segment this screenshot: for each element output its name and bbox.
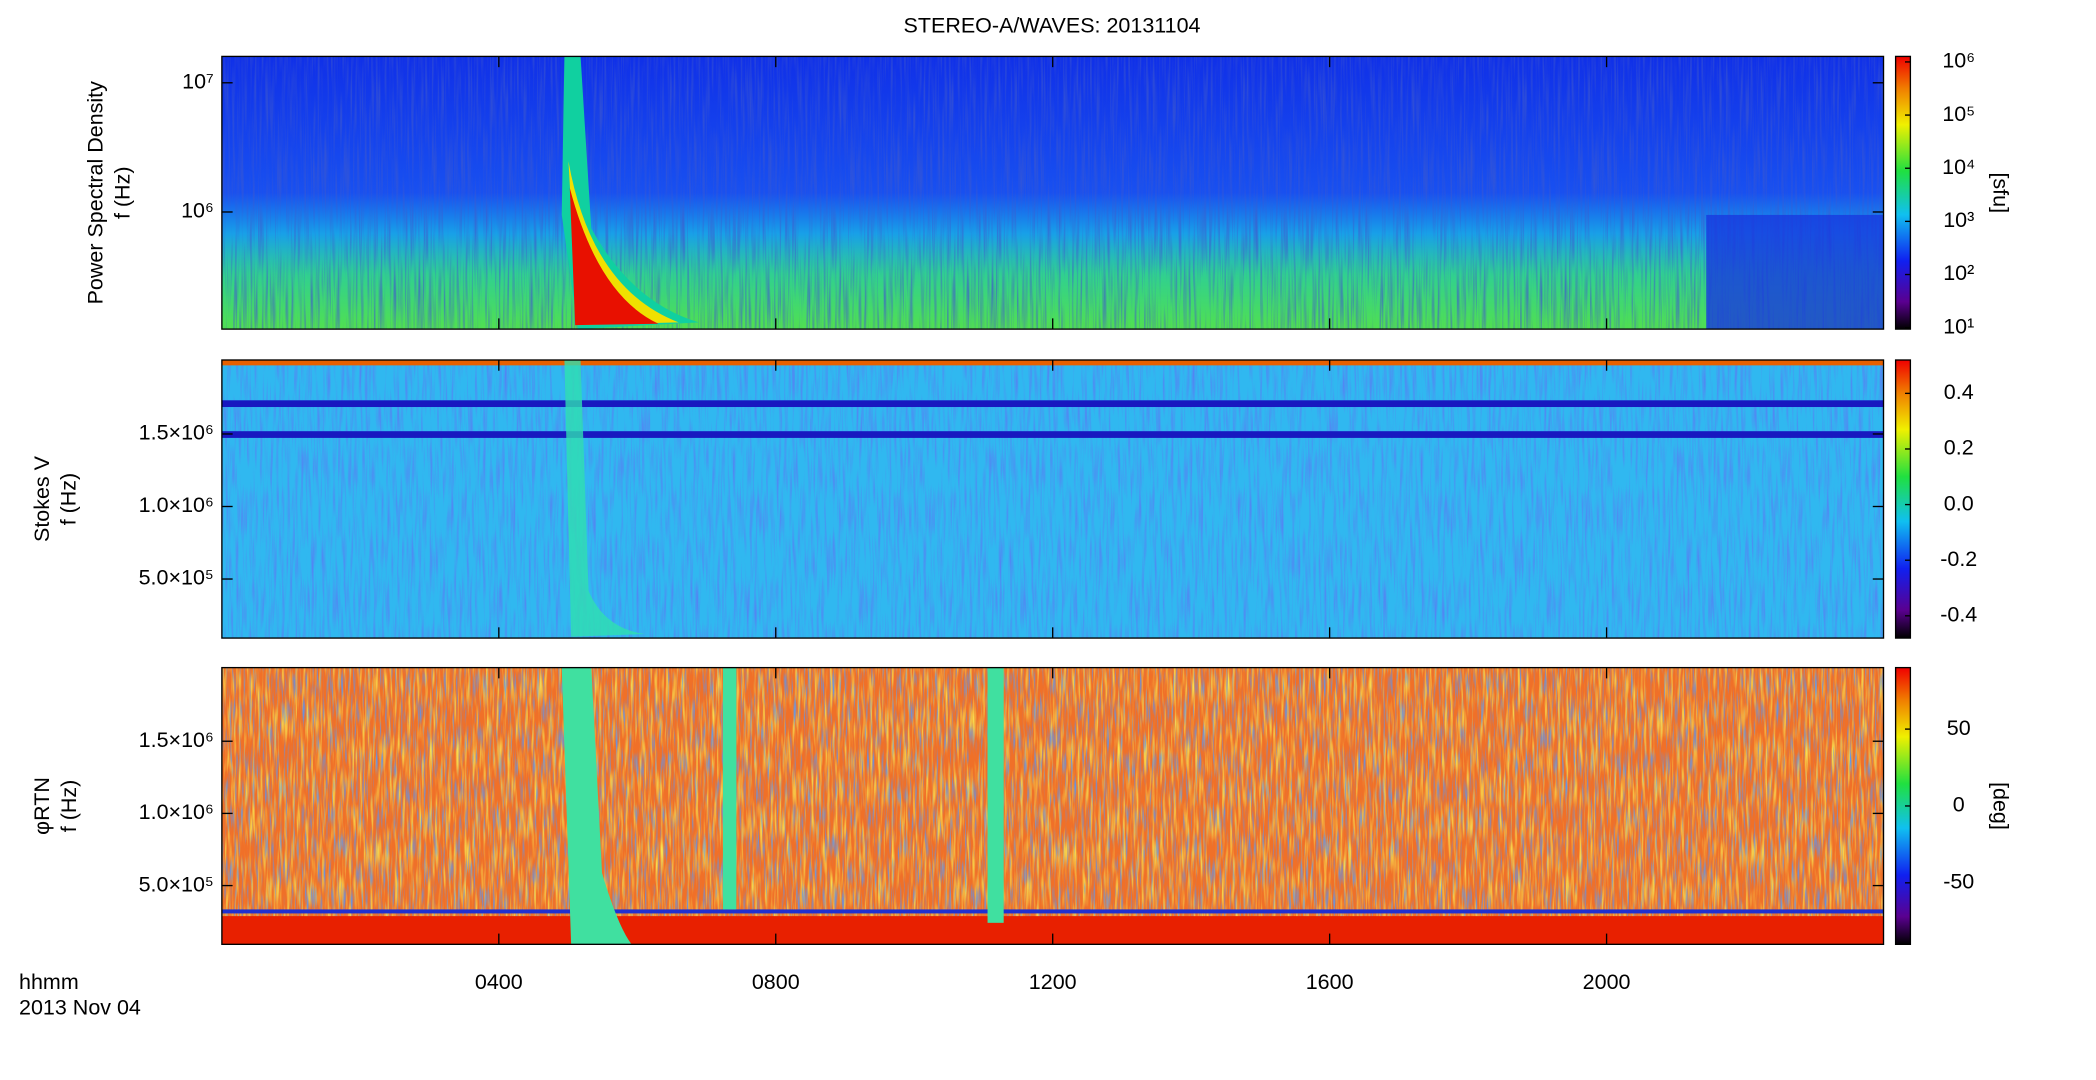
y-axis-label: φRTN (30, 777, 54, 835)
y-axis-label: Stokes V (30, 455, 54, 542)
colorbar-label: [deg] (1988, 782, 2012, 830)
y-tick-label: 1.5×10⁶ (139, 728, 214, 752)
y-tick-label: 5.0×10⁵ (139, 872, 214, 896)
y-tick-label: 10⁶ (181, 199, 214, 223)
colorbar-tick-label: 10⁴ (1942, 155, 1975, 179)
heatmap-2-image (221, 360, 1884, 639)
x-tick-label: 2000 (1583, 970, 1631, 994)
y-axis-label: f (Hz) (57, 780, 81, 833)
x-tick-label: 0800 (752, 970, 800, 994)
x-tick-label: 0400 (475, 970, 523, 994)
colorbar-tick-label: 0.4 (1944, 380, 1974, 404)
colorbar-label: [sfu] (1988, 172, 2012, 213)
chart-title: STEREO-A/WAVES: 20131104 (904, 14, 1201, 38)
colorbar (1894, 55, 1912, 330)
colorbar (1894, 359, 1912, 639)
colorbar-tick-label: 0.0 (1944, 491, 1974, 515)
heatmap-1-image (221, 56, 1884, 330)
colorbar-tick-label: -0.2 (1940, 547, 1977, 571)
y-axis-label: f (Hz) (57, 473, 81, 526)
x-tick-label: 1600 (1306, 970, 1354, 994)
colorbar-tick-label: -50 (1943, 870, 1974, 894)
y-tick-label: 1.0×10⁶ (139, 493, 214, 517)
x-axis-label: hhmm (19, 970, 79, 994)
y-axis-label: f (Hz) (110, 167, 134, 220)
colorbar-tick-label: 10⁵ (1942, 102, 1975, 126)
y-tick-label: 1.0×10⁶ (139, 800, 214, 824)
colorbar-tick-label: 10² (1943, 261, 1974, 285)
colorbar-tick-label: 10¹ (1943, 314, 1974, 338)
y-axis-label: Power Spectral Density (84, 81, 108, 305)
y-tick-label: 5.0×10⁵ (139, 566, 214, 590)
colorbar-tick-label: 10³ (1943, 208, 1974, 232)
heatmap-3-image (221, 667, 1884, 945)
colorbar-tick-label: 0.2 (1944, 436, 1974, 460)
colorbar-tick-label: 0 (1953, 793, 1965, 817)
colorbar-tick-label: -0.4 (1940, 602, 1977, 626)
date-label: 2013 Nov 04 (19, 995, 141, 1019)
colorbar-tick-label: 10⁶ (1942, 49, 1975, 73)
x-tick-label: 1200 (1029, 970, 1077, 994)
colorbar-tick-label: 50 (1947, 716, 1971, 740)
y-tick-label: 10⁷ (182, 69, 214, 93)
y-tick-label: 1.5×10⁶ (139, 421, 214, 445)
